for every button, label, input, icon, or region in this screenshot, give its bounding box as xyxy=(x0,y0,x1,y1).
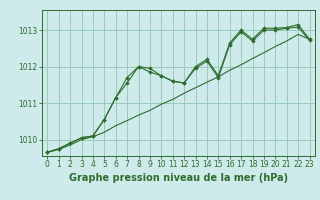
X-axis label: Graphe pression niveau de la mer (hPa): Graphe pression niveau de la mer (hPa) xyxy=(69,173,288,183)
